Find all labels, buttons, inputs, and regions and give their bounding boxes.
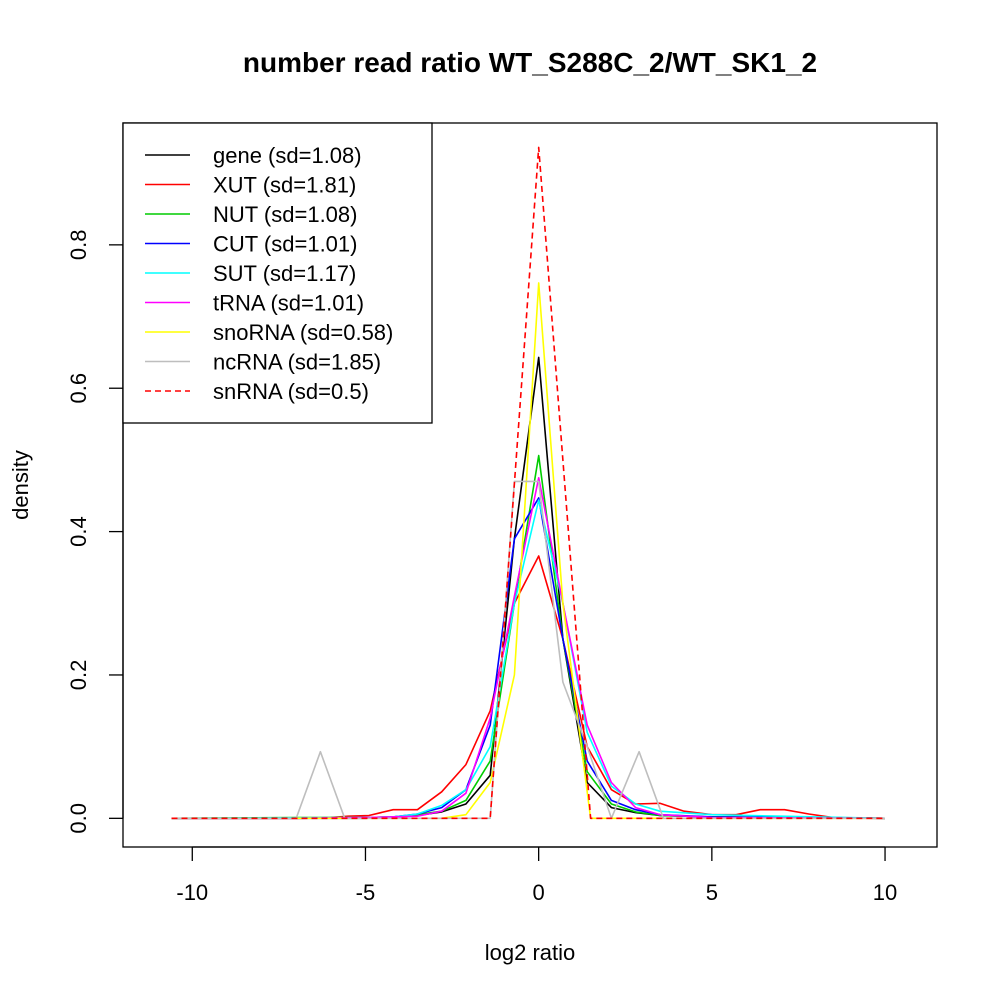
y-tick-label: 0.4: [66, 516, 91, 547]
legend-label: snoRNA (sd=0.58): [213, 320, 393, 345]
legend-label: XUT (sd=1.81): [213, 173, 356, 198]
series-lines: [171, 146, 886, 820]
legend: gene (sd=1.08) XUT (sd=1.81) NUT (sd=1.08)…: [122, 122, 433, 424]
x-axis-label: log2 ratio: [485, 940, 576, 965]
legend-label: tRNA (sd=1.01): [213, 291, 364, 316]
y-tick-label: 0.6: [66, 373, 91, 404]
series-line-6: [171, 282, 885, 820]
x-tick-label: 10: [873, 880, 897, 905]
chart-title: number read ratio WT_S288C_2/WT_SK1_2: [243, 47, 817, 78]
y-tick-label: 0.0: [66, 803, 91, 834]
y-axis: 0.0 0.2 0.4 0.6 0.8: [66, 230, 124, 834]
y-tick-label: 0.2: [66, 660, 91, 691]
x-tick-label: 0: [533, 880, 545, 905]
series-line-2: [171, 454, 886, 820]
y-axis-label: density: [8, 450, 33, 520]
series-line-5: [171, 477, 886, 820]
series-line-8: [171, 146, 885, 820]
legend-label: SUT (sd=1.17): [213, 261, 356, 286]
legend-label: snRNA (sd=0.5): [213, 379, 369, 404]
legend-label: CUT (sd=1.01): [213, 232, 357, 257]
series-line-1: [171, 555, 886, 820]
x-tick-label: -10: [176, 880, 208, 905]
series-line-4: [171, 499, 886, 820]
x-axis: -10 -5 0 5 10: [176, 846, 897, 905]
legend-label: ncRNA (sd=1.85): [213, 350, 381, 375]
series-line-0: [171, 356, 886, 820]
legend-label: NUT (sd=1.08): [213, 202, 357, 227]
y-tick-label: 0.8: [66, 230, 91, 261]
legend-label: gene (sd=1.08): [213, 143, 362, 168]
series-line-7: [171, 480, 885, 820]
x-tick-label: -5: [356, 880, 376, 905]
x-tick-label: 5: [706, 880, 718, 905]
